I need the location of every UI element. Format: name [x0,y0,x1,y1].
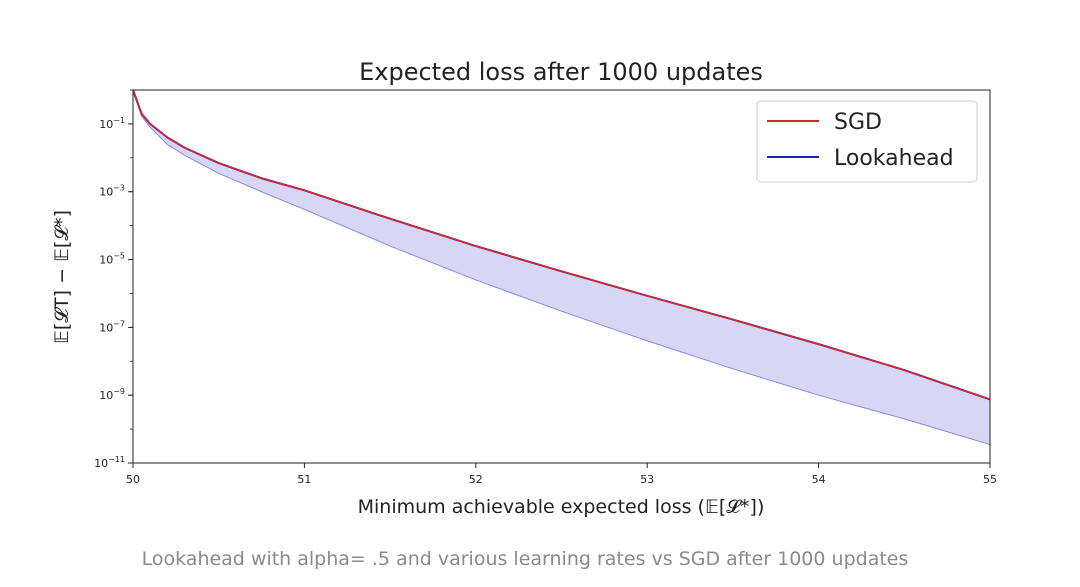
y-tick-label: 10−9 [99,387,125,402]
sgd-line [133,90,990,401]
y-tick-label: 10−7 [99,319,125,334]
y-axis: 10−1 10−3 10−5 10−7 10−9 10−11 [94,89,133,470]
plot-area [133,90,990,446]
x-axis: 50 51 52 53 54 55 [126,463,997,486]
x-axis-label: Minimum achievable expected loss (𝔼[𝓛*]) [358,496,765,518]
x-tick-label: 53 [640,473,654,486]
lookahead-band-lower-line [133,90,990,446]
legend-label-sgd: SGD [834,110,882,135]
x-tick-label: 55 [983,473,997,486]
y-tick-label: 10−3 [99,184,125,199]
chart-title: Expected loss after 1000 updates [359,58,763,86]
legend: SGD Lookahead [756,100,978,183]
figure-caption: Lookahead with alpha= .5 and various lea… [141,548,909,570]
x-tick-label: 54 [812,473,826,486]
legend-label-lookahead: Lookahead [834,146,954,171]
y-axis-label: 𝔼[𝓛T] − 𝔼[𝓛*] [51,210,73,344]
lookahead-band [133,90,990,445]
y-tick-label: 10−1 [99,116,125,131]
y-tick-label: 10−11 [94,455,125,470]
x-tick-label: 50 [126,473,140,486]
y-tick-label: 10−5 [99,252,125,267]
chart: Expected loss after 1000 updates 50 51 52 5… [51,58,997,518]
plot-frame [132,89,991,464]
x-tick-label: 52 [469,473,483,486]
x-tick-label: 51 [297,473,311,486]
